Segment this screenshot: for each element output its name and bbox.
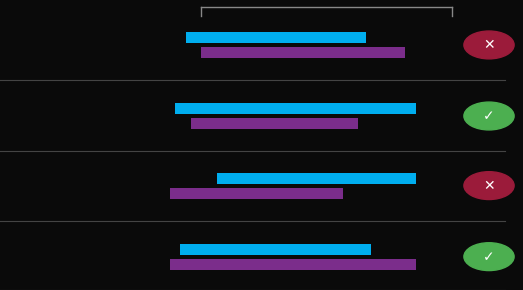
Circle shape — [464, 172, 514, 200]
Circle shape — [464, 102, 514, 130]
FancyBboxPatch shape — [175, 103, 416, 114]
FancyBboxPatch shape — [186, 32, 366, 43]
FancyBboxPatch shape — [217, 173, 416, 184]
FancyBboxPatch shape — [201, 47, 405, 58]
Text: ✓: ✓ — [483, 109, 495, 123]
Text: ✓: ✓ — [483, 250, 495, 264]
FancyBboxPatch shape — [180, 244, 371, 255]
Circle shape — [464, 243, 514, 271]
Text: ✕: ✕ — [483, 179, 495, 193]
FancyBboxPatch shape — [170, 259, 416, 270]
FancyBboxPatch shape — [170, 188, 343, 199]
FancyBboxPatch shape — [191, 118, 358, 129]
Circle shape — [464, 31, 514, 59]
Text: ✕: ✕ — [483, 38, 495, 52]
